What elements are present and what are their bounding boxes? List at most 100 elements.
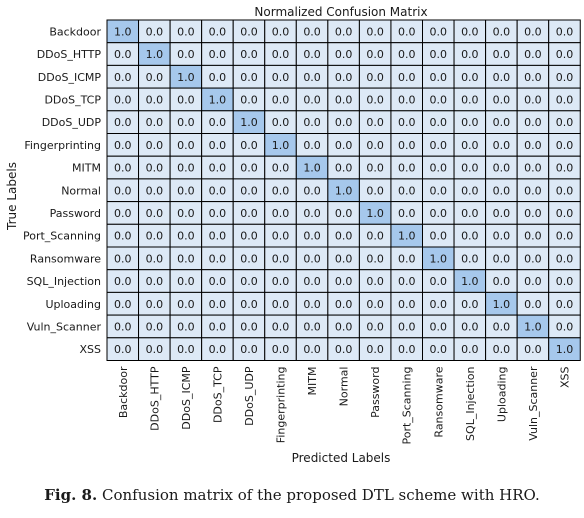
cell-value-label: 0.0 — [335, 162, 353, 175]
cell-value-label: 0.0 — [272, 162, 290, 175]
cell-value-label: 0.0 — [524, 25, 542, 38]
x-tick-label: DDoS_UDP — [243, 366, 256, 426]
y-tick-label: Normal — [61, 184, 101, 197]
cell-value-label: 0.0 — [272, 116, 290, 129]
y-tick-label: DDoS_HTTP — [37, 48, 102, 61]
cell-value-label: 0.0 — [272, 207, 290, 220]
cell-value-label: 0.0 — [240, 298, 258, 311]
cell-value-label: 0.0 — [461, 71, 479, 84]
y-axis-label: True Labels — [5, 162, 19, 231]
cell-value-label: 0.0 — [524, 252, 542, 265]
cell-value-label: 0.0 — [177, 275, 195, 288]
cell-value-label: 1.0 — [303, 162, 321, 175]
cell-value-label: 0.0 — [556, 116, 574, 129]
cell-value-label: 0.0 — [146, 275, 164, 288]
cell-value-label: 0.0 — [272, 184, 290, 197]
cell-value-label: 0.0 — [272, 298, 290, 311]
cell-value-label: 0.0 — [114, 48, 132, 61]
cell-value-label: 1.0 — [240, 116, 258, 129]
cell-value-label: 0.0 — [177, 93, 195, 106]
x-tick-label: DDoS_TCP — [211, 366, 224, 423]
cell-value-label: 0.0 — [209, 343, 227, 356]
cell-value-label: 0.0 — [177, 252, 195, 265]
cell-value-label: 0.0 — [272, 275, 290, 288]
cell-value-label: 0.0 — [430, 162, 448, 175]
cell-value-label: 0.0 — [493, 48, 511, 61]
cell-value-label: 0.0 — [272, 320, 290, 333]
cell-value-label: 0.0 — [114, 162, 132, 175]
cell-value-label: 1.0 — [272, 139, 290, 152]
cell-value-label: 0.0 — [209, 298, 227, 311]
cell-value-label: 0.0 — [303, 71, 321, 84]
cell-value-label: 0.0 — [209, 252, 227, 265]
cell-value-label: 0.0 — [146, 252, 164, 265]
cell-value-label: 0.0 — [114, 298, 132, 311]
cell-value-label: 0.0 — [556, 93, 574, 106]
cell-value-label: 0.0 — [366, 184, 384, 197]
cell-value-label: 0.0 — [240, 230, 258, 243]
cell-value-label: 0.0 — [366, 139, 384, 152]
cell-value-label: 0.0 — [240, 48, 258, 61]
cell-value-label: 0.0 — [177, 162, 195, 175]
cell-value-label: 0.0 — [209, 139, 227, 152]
cell-value-label: 0.0 — [366, 71, 384, 84]
cell-value-label: 0.0 — [493, 71, 511, 84]
cell-value-label: 0.0 — [272, 230, 290, 243]
cell-value-label: 0.0 — [461, 320, 479, 333]
cell-value-label: 0.0 — [430, 25, 448, 38]
cell-value-label: 0.0 — [461, 207, 479, 220]
tick-labels: Backdoor DDoS_HTTP DDoS_ICMP DDoS_TCP DDoS_U… — [23, 25, 572, 444]
cell-value-label: 0.0 — [524, 48, 542, 61]
cell-value-label: 0.0 — [303, 252, 321, 265]
cell-value-label: 0.0 — [177, 139, 195, 152]
cell-value-label: 1.0 — [209, 93, 227, 106]
cell-value-label: 0.0 — [240, 25, 258, 38]
cell-value-label: 0.0 — [240, 162, 258, 175]
cell-value-label: 0.0 — [524, 184, 542, 197]
cell-value-label: 0.0 — [366, 320, 384, 333]
cell-value-label: 0.0 — [177, 116, 195, 129]
cell-value-label: 0.0 — [556, 230, 574, 243]
cell-value-label: 0.0 — [114, 93, 132, 106]
cell-value-label: 0.0 — [430, 343, 448, 356]
cell-value-label: 0.0 — [240, 343, 258, 356]
cell-value-label: 0.0 — [303, 25, 321, 38]
cell-value-label: 0.0 — [177, 25, 195, 38]
cell-value-label: 0.0 — [209, 25, 227, 38]
y-tick-label: Vuln_Scanner — [27, 320, 102, 333]
cell-value-label: 0.0 — [114, 230, 132, 243]
cell-value-label: 0.0 — [114, 184, 132, 197]
cell-value-label: 0.0 — [524, 343, 542, 356]
cell-value-label: 0.0 — [556, 298, 574, 311]
cell-value-label: 0.0 — [335, 207, 353, 220]
cell-value-label: 0.0 — [556, 25, 574, 38]
y-tick-label: DDoS_UDP — [42, 116, 102, 129]
cell-value-label: 0.0 — [398, 275, 416, 288]
cell-value-label: 0.0 — [493, 207, 511, 220]
cell-value-label: 0.0 — [461, 162, 479, 175]
cell-value-label: 0.0 — [493, 252, 511, 265]
cell-value-label: 0.0 — [303, 275, 321, 288]
cell-value-label: 0.0 — [493, 320, 511, 333]
cell-value-label: 0.0 — [461, 139, 479, 152]
cell-value-label: 0.0 — [461, 25, 479, 38]
y-tick-label: Port_Scanning — [23, 230, 101, 243]
cell-value-label: 0.0 — [366, 25, 384, 38]
cell-value-label: 0.0 — [556, 162, 574, 175]
cell-value-label: 0.0 — [461, 116, 479, 129]
cell-value-label: 0.0 — [398, 116, 416, 129]
cell-value-label: 0.0 — [398, 48, 416, 61]
cell-value-label: 0.0 — [556, 275, 574, 288]
cell-value-label: 0.0 — [493, 162, 511, 175]
cell-value-label: 0.0 — [430, 184, 448, 197]
cell-value-label: 0.0 — [461, 93, 479, 106]
cell-value-label: 0.0 — [430, 71, 448, 84]
cell-value-label: 1.0 — [177, 71, 195, 84]
x-tick-label: Backdoor — [117, 366, 130, 418]
cell-value-label: 1.0 — [556, 343, 574, 356]
cell-value-label: 0.0 — [398, 252, 416, 265]
caption-text: Confusion matrix of the proposed DTL sch… — [102, 486, 540, 504]
cell-value-label: 0.0 — [524, 207, 542, 220]
cell-value-label: 0.0 — [146, 184, 164, 197]
cell-value-label: 0.0 — [114, 320, 132, 333]
